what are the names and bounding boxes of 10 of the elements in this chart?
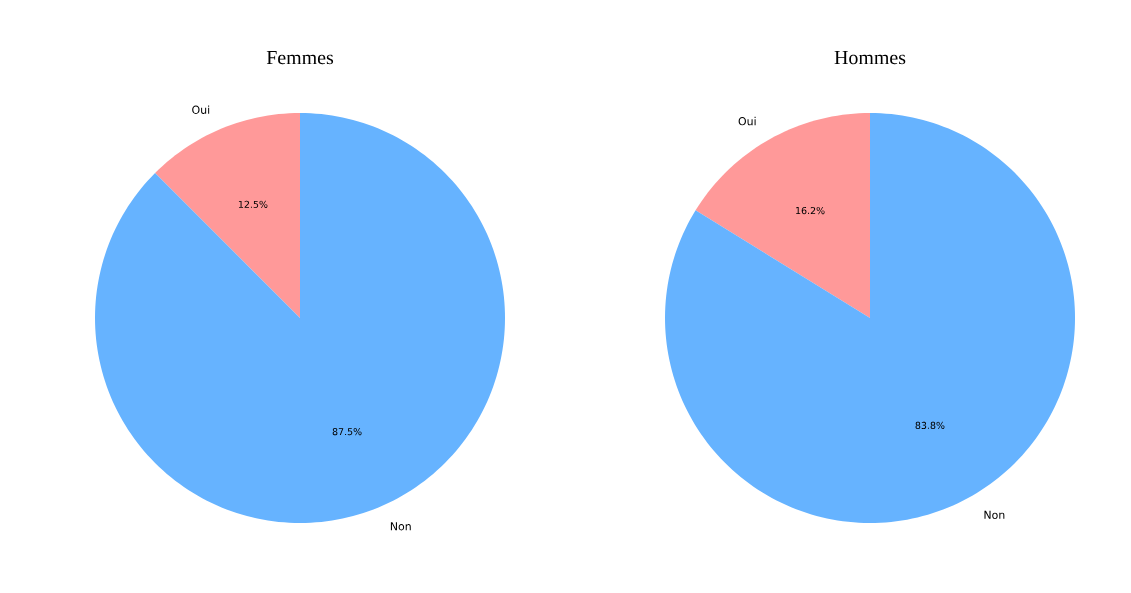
chart-title: Femmes — [266, 51, 334, 65]
data-label: 12.5% — [238, 200, 268, 208]
data-label: 83.8% — [915, 421, 945, 429]
chart-title: Hommes — [834, 51, 906, 65]
slice-label: Non — [390, 522, 411, 531]
data-label: 87.5% — [332, 428, 362, 436]
slice-label: Oui — [738, 116, 756, 126]
slice-label: Non — [984, 510, 1005, 519]
slice-label: Oui — [192, 105, 210, 114]
data-label: 16.2% — [796, 206, 825, 215]
